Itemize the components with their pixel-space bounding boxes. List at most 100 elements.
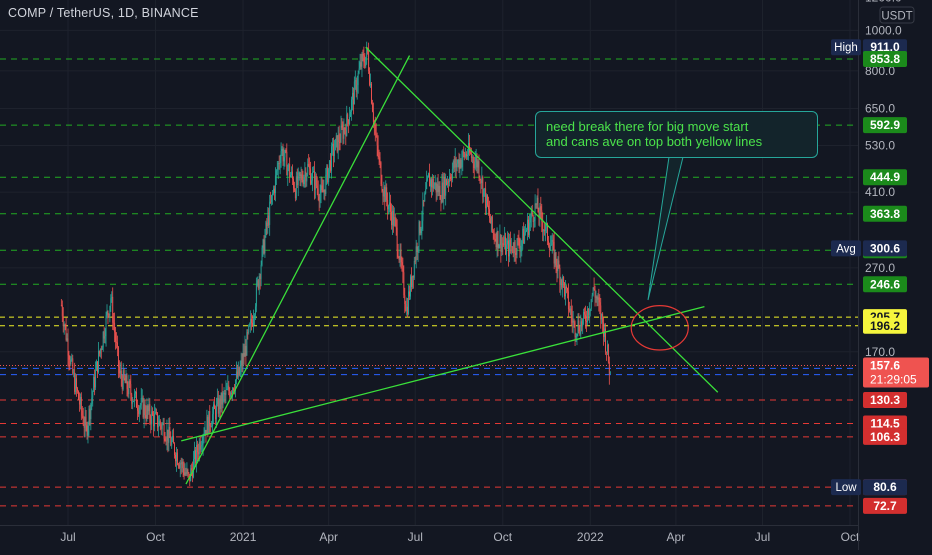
candle-body [396,227,398,251]
candle-body [560,279,562,285]
candle-body [267,215,269,227]
candle-body [310,168,312,184]
candle-body [410,276,411,297]
trendline[interactable] [185,55,411,485]
bar-countdown: 21:29:05 [870,373,917,387]
currency-badge-bg[interactable] [879,6,915,24]
candle-body [159,420,161,425]
candle-body [465,153,467,158]
candle-body [466,153,468,157]
candle-body [184,472,186,475]
candle-body [233,388,234,391]
candle-body [182,461,184,469]
candle-body [328,168,330,183]
last-price-tag-bg[interactable] [863,357,929,388]
candle-body [337,134,339,152]
green-level-tag-bg[interactable] [863,51,907,68]
candle-body [290,175,292,177]
green-level-tag-bg[interactable] [863,205,907,222]
candle-body [121,378,123,390]
candle-body [508,240,509,257]
candle-body [439,185,441,200]
candle-body [187,469,189,473]
candle-body [503,244,505,246]
candle-body [518,238,520,246]
candle-body [207,416,209,434]
candle-body [447,181,449,185]
candle-body [315,175,317,186]
green-level-tag-bg[interactable] [863,117,907,134]
y-tick-label: 1000.0 [865,23,902,37]
candle-body [515,252,517,255]
candle-body [120,370,122,379]
candle-body [441,182,443,203]
candle-body [599,302,601,306]
green-level-tag-bg[interactable] [863,169,907,186]
candle-body [93,376,95,392]
candle-body [185,472,187,474]
trendline[interactable] [181,306,705,442]
candle-body [242,353,244,366]
high-price-tag: 911.0 [870,40,900,54]
candle-body [313,170,315,190]
candle-body [265,222,267,236]
candle-body [483,188,485,197]
candle-body [486,195,488,209]
candle-body [166,429,168,441]
candle-body [402,265,404,273]
candle-body [500,234,502,252]
yellow-level-tag-bg[interactable] [863,317,907,334]
candle-body [418,221,420,247]
candle-body [106,311,108,316]
candle-body [264,235,266,254]
candle-body [576,333,578,337]
avg-price-tag-bg[interactable] [863,240,907,257]
candle-body [281,148,283,152]
candle-body [359,62,361,69]
red-level-tag-bg[interactable] [863,415,907,432]
candle-body [278,162,280,164]
candle-body [245,345,247,356]
candle-body [433,185,435,189]
candle-body [316,185,318,189]
currency-badge: USDT [881,11,912,23]
candle-body [118,367,120,374]
annotation-callout[interactable]: need break there for big move start and … [535,111,818,158]
candle-body [398,257,400,260]
candle-body [100,348,102,350]
red-level-tag-bg[interactable] [863,392,907,409]
candle-body [371,83,372,104]
candle-body [519,245,521,252]
candle-body [531,211,533,216]
candle-body [582,319,584,327]
candle-body [82,415,84,425]
candle-body [229,390,231,397]
low-price-tag-bg[interactable] [863,479,907,496]
candle-body [564,282,566,297]
breakout-ellipse[interactable] [630,305,689,351]
red-level-tag-bg[interactable] [863,497,907,514]
candle-body [211,426,213,428]
green-level-tag-bg[interactable] [863,276,907,293]
x-tick-label: Oct [841,530,860,544]
symbol-title[interactable]: COMP / TetherUS, 1D, BINANCE [8,6,199,20]
candle-body [350,111,351,117]
trendline[interactable] [365,46,719,393]
candle-body [153,415,155,427]
candle-body [69,359,71,364]
candle-body [299,172,301,177]
candle-body [168,426,170,443]
candle-body [508,239,510,257]
red-level-tag-bg[interactable] [863,428,907,445]
candle-body [176,452,178,465]
candle-body [269,201,271,225]
candle-body [598,297,600,303]
candle-body [311,180,312,184]
candle-body [74,372,76,392]
candle-body [75,378,77,392]
candle-body [271,195,273,202]
candle-body [366,48,368,57]
